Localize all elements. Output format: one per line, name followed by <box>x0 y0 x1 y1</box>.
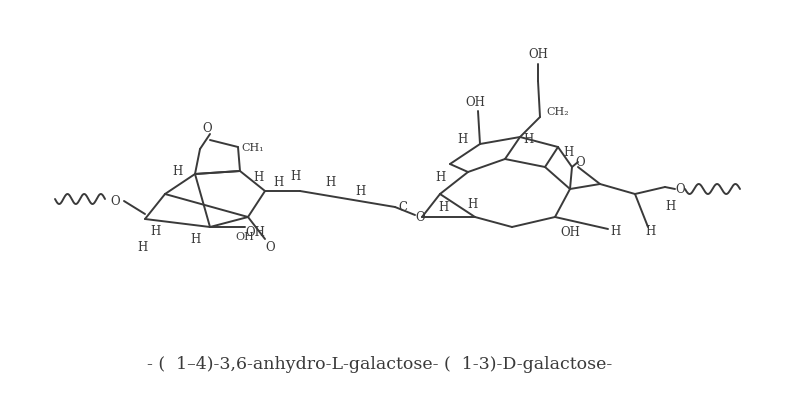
Text: OH: OH <box>236 231 254 241</box>
Text: H: H <box>435 171 445 184</box>
Text: C: C <box>398 201 407 214</box>
Text: H: H <box>150 225 160 238</box>
Text: OH: OH <box>528 48 548 61</box>
Text: OH: OH <box>560 226 580 239</box>
Text: H: H <box>253 171 263 184</box>
Text: OH: OH <box>245 226 265 239</box>
Text: H: H <box>467 198 477 211</box>
Text: O: O <box>110 195 120 208</box>
Text: H: H <box>355 185 365 198</box>
Text: H: H <box>610 225 620 238</box>
Text: O: O <box>415 211 425 224</box>
Text: O: O <box>576 156 584 169</box>
Text: H: H <box>325 176 335 189</box>
Text: H: H <box>523 133 533 146</box>
Text: CH₂: CH₂ <box>547 107 569 117</box>
Text: H: H <box>290 170 300 183</box>
Text: H: H <box>137 241 147 254</box>
Text: - (  1–4)-3,6-anhydro-L-galactose- (  1-3)-D-galactose-: - ( 1–4)-3,6-anhydro-L-galactose- ( 1-3)… <box>147 356 613 373</box>
Text: CH₁: CH₁ <box>242 143 264 153</box>
Text: H: H <box>563 146 573 159</box>
Text: O: O <box>265 241 275 254</box>
Text: OH: OH <box>465 96 485 109</box>
Text: H: H <box>190 233 200 246</box>
Text: H: H <box>457 133 467 146</box>
Text: H: H <box>645 225 655 238</box>
Text: O: O <box>202 121 212 134</box>
Text: H: H <box>438 201 448 214</box>
Text: H: H <box>172 165 182 178</box>
Text: H: H <box>273 176 283 189</box>
Text: O: O <box>675 183 685 196</box>
Text: H: H <box>665 200 675 213</box>
